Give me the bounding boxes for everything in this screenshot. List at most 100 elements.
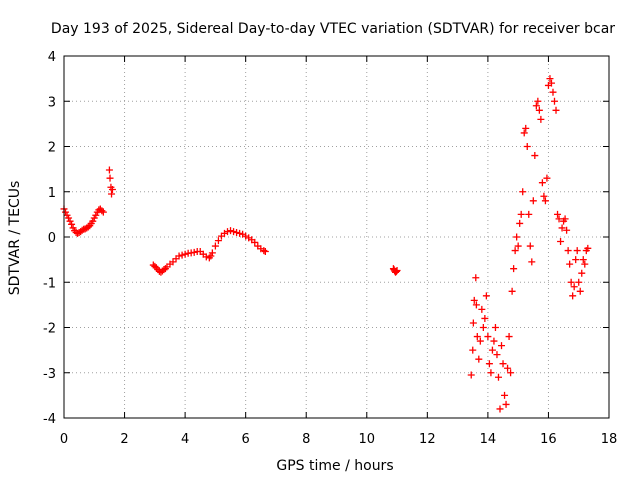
data-point [99,208,107,216]
plot-frame [63,55,610,419]
data-point [564,247,572,255]
data-point [516,219,524,227]
data-point [517,210,525,218]
x-tick-label-6: 12 [419,432,436,447]
data-point [227,227,235,235]
data-point [576,287,584,295]
data-point [178,251,186,259]
x-tick-label-9: 18 [601,432,618,447]
y-tick-label-7: 3 [48,95,56,110]
data-point [546,75,554,83]
data-point [558,224,566,232]
y-tick-label-3: -1 [43,276,56,291]
data-point [535,106,543,114]
y-tick-labels: -4 -3 -2 -1 0 1 2 3 4 [43,50,56,427]
data-point [490,337,498,345]
data-point [482,292,490,300]
data-point [66,217,74,225]
data-point [202,253,210,261]
data-point [493,351,501,359]
data-point [251,238,259,246]
data-point [233,228,241,236]
data-point [569,292,577,300]
data-point [487,369,495,377]
y-tick-label-6: 2 [48,141,56,156]
data-point [169,258,177,266]
data-point [473,333,481,341]
data-points [60,75,592,413]
y-tick-label-5: 1 [48,186,56,201]
data-point [181,250,189,258]
data-point [540,192,548,200]
data-point [214,237,222,245]
y-tick-label-8: 4 [48,50,56,65]
data-point [508,287,516,295]
data-point [552,106,560,114]
x-axis-label: GPS time / hours [276,458,393,474]
data-point [549,88,557,96]
data-point [151,262,159,270]
data-point [92,211,100,219]
data-point [554,210,562,218]
data-point [581,260,589,268]
y-tick-label-1: -3 [43,367,56,382]
data-point [563,226,571,234]
chart-title: Day 193 of 2025, Sidereal Day-to-day VTE… [51,21,615,37]
data-point [236,229,244,237]
data-point [470,296,478,304]
data-point [523,143,531,150]
data-point [567,278,575,286]
data-point [478,305,486,313]
data-point [514,242,522,250]
data-point [472,301,480,309]
data-point [579,256,587,264]
data-point [538,179,546,187]
data-point [566,260,574,268]
x-tick-label-3: 6 [242,432,250,447]
data-point [513,233,521,241]
data-point [511,247,519,255]
series-4 [467,75,592,413]
data-point [572,256,580,264]
data-point [499,360,507,368]
data-point [557,238,565,246]
data-point [519,188,527,196]
data-point [260,247,268,255]
data-point [488,346,496,354]
y-tick-label-4: 0 [48,231,56,246]
data-point [555,215,563,223]
data-point [105,166,113,174]
data-point [224,228,231,236]
data-point [484,333,492,341]
data-point [547,79,555,87]
data-point [393,266,401,274]
data-point [230,228,238,236]
series-1 [60,166,116,237]
data-point [207,252,215,260]
data-point [526,242,534,250]
data-point [498,342,506,350]
data-point [501,391,509,399]
data-point [475,355,483,363]
data-point [494,373,502,381]
data-point [575,278,583,286]
data-point [108,185,116,193]
data-point [62,208,70,216]
data-point [175,252,183,260]
x-tick-label-2: 4 [181,432,189,447]
series-3 [389,265,401,276]
data-point [491,324,499,331]
data-point [522,124,530,132]
x-tick-labels: 0 2 4 6 8 10 12 14 16 18 [60,432,617,447]
data-point [95,206,103,214]
data-point [65,214,73,222]
data-point [472,274,480,282]
data-point [496,405,504,413]
data-point [551,97,558,105]
data-point [537,115,545,123]
data-point [476,337,484,345]
data-point [467,371,475,379]
data-point [541,197,549,205]
